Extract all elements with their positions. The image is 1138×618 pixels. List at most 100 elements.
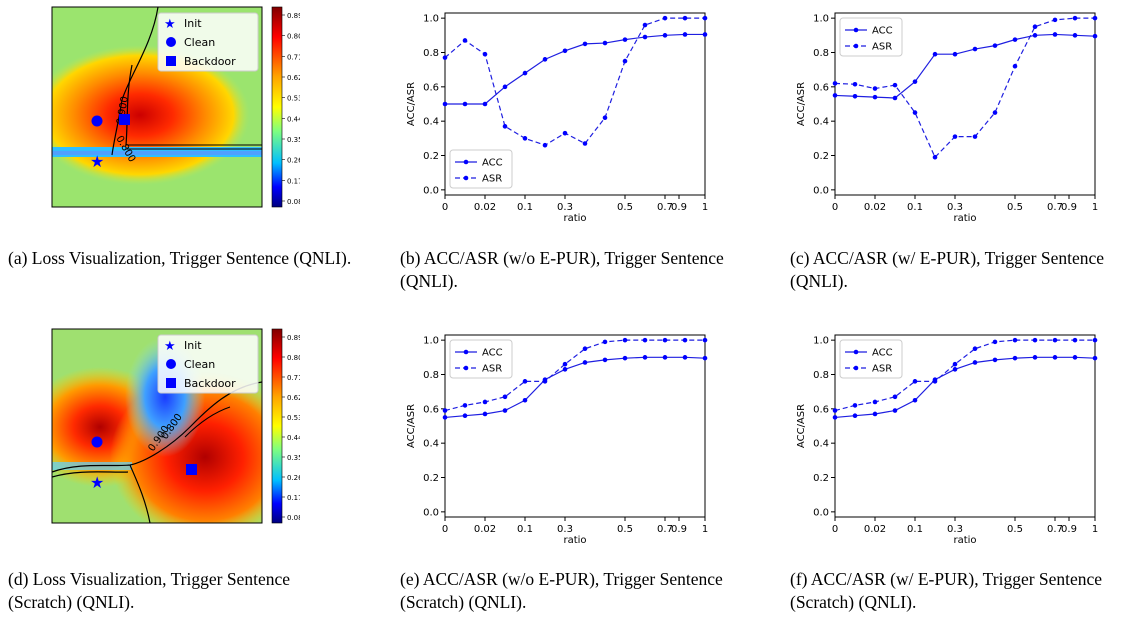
data-point-asr <box>602 115 608 121</box>
data-point-acc <box>1032 33 1038 38</box>
y-tick-label: 0.6 <box>423 404 439 415</box>
colorbar-tick-label: 0.53 <box>287 414 300 422</box>
data-point-asr <box>892 394 898 400</box>
data-point-acc <box>622 37 628 42</box>
data-point-acc <box>442 415 448 420</box>
colorbar-tick-label: 0.08 <box>287 514 300 522</box>
y-tick-label: 0.0 <box>813 185 829 196</box>
legend-backdoor: Backdoor <box>184 55 236 68</box>
y-tick-label: 0.6 <box>423 82 439 93</box>
data-point-acc <box>912 397 918 403</box>
x-tick-label: 0.3 <box>947 524 963 535</box>
data-point-acc <box>502 408 508 413</box>
x-tick-label: 0.5 <box>1007 524 1023 535</box>
data-point-asr <box>972 346 978 352</box>
x-tick-label: 1 <box>702 202 708 213</box>
colorbar-tick-label: 0.62 <box>287 74 300 82</box>
data-point-asr <box>932 379 938 384</box>
colorbar-tick-label: 0.71 <box>287 53 300 61</box>
data-point-asr <box>832 81 838 86</box>
x-tick-label: 0.02 <box>474 524 496 535</box>
data-point-asr <box>622 337 628 343</box>
data-point-asr <box>682 337 688 343</box>
data-point-acc <box>602 357 608 363</box>
series-line-acc <box>445 33 705 105</box>
colorbar-tick-label: 0.08 <box>287 198 300 206</box>
data-point-acc <box>682 355 688 360</box>
data-point-asr <box>972 134 978 139</box>
data-point-acc <box>462 101 468 107</box>
clean-marker <box>91 436 103 448</box>
data-point-asr <box>1012 337 1018 343</box>
data-point-asr <box>462 38 468 43</box>
data-point-acc <box>702 355 708 361</box>
data-point-acc <box>1072 355 1078 360</box>
init-marker: ★ <box>90 152 104 171</box>
data-point-asr <box>992 339 998 345</box>
data-point-acc <box>542 57 548 62</box>
y-axis-label: ACC/ASR <box>796 404 807 448</box>
data-point-asr <box>522 136 528 141</box>
data-point-acc <box>602 40 608 46</box>
y-tick-label: 1.0 <box>813 336 829 347</box>
y-tick-label: 0.8 <box>813 48 829 59</box>
data-point-acc <box>972 46 978 52</box>
colorbar-tick-label: 0.89 <box>287 12 300 20</box>
series-line-asr <box>834 17 1095 159</box>
data-point-asr <box>582 141 588 146</box>
data-point-acc <box>892 408 898 413</box>
data-point-acc <box>702 32 708 37</box>
x-tick-label: 1 <box>1092 202 1098 213</box>
panel-d: 0.900 0.800 ★ ★ Init Clean Backdoor 0.89… <box>40 327 303 537</box>
colorbar-tick-label: 0.17 <box>287 494 300 502</box>
svg-text:★: ★ <box>164 339 176 354</box>
colorbar-tick-label: 0.26 <box>287 474 300 482</box>
data-point-asr <box>482 399 488 405</box>
y-tick-label: 0.6 <box>813 82 829 93</box>
caption-f: (f) ACC/ASR (w/ E-PUR), Trigger Sentence… <box>790 569 1103 612</box>
series-line-asr <box>444 339 705 412</box>
plot-frame <box>444 334 706 518</box>
colorbar-tick-label: 0.62 <box>287 394 300 402</box>
y-tick-label: 0.0 <box>423 185 439 196</box>
backdoor-marker <box>186 464 197 475</box>
y-tick-label: 0.8 <box>423 48 439 59</box>
svg-text:★: ★ <box>164 17 176 32</box>
data-point-acc <box>992 43 998 48</box>
colorbar-tick-label: 0.26 <box>287 157 300 165</box>
data-point-acc <box>832 415 838 420</box>
y-tick-label: 0.2 <box>423 473 439 484</box>
data-point-acc <box>952 51 958 57</box>
data-point-asr <box>832 408 838 413</box>
data-point-asr <box>892 82 898 88</box>
data-point-acc <box>1032 355 1038 360</box>
data-point-asr <box>662 337 668 343</box>
data-point-acc <box>832 93 838 98</box>
chart-f: 0.0 0.2 0.4 0.6 0.8 1.0 0 0.02 0.1 0.3 0.5 0.70.9 1 r… <box>796 334 1098 546</box>
legend-init: Init <box>184 339 202 352</box>
data-point-asr <box>952 134 958 139</box>
data-point-acc <box>522 397 528 403</box>
data-point-acc <box>852 93 858 99</box>
data-point-acc <box>1092 355 1098 361</box>
data-point-acc <box>642 355 648 360</box>
backdoor-marker <box>119 114 130 125</box>
legend-entry: ASR <box>872 42 892 53</box>
colorbar-tick-label: 0.53 <box>287 95 300 103</box>
legend-init: Init <box>184 17 202 30</box>
loss-plot-d: 0.900 0.800 ★ ★ Init Clean Backdoor 0.89… <box>51 328 303 524</box>
data-point-asr <box>562 361 568 367</box>
legend-clean: Clean <box>184 36 215 49</box>
y-axis-label: ACC/ASR <box>406 404 417 448</box>
legend-box <box>839 17 903 57</box>
data-point-asr <box>992 110 998 115</box>
data-point-asr <box>502 124 508 129</box>
caption-a: (a) Loss Visualization, Trigger Sentence… <box>8 248 352 268</box>
data-point-asr <box>1052 17 1058 23</box>
panel-b: 0.0 0.2 0.4 0.6 0.8 1.0 0 0.02 0.1 0.3 0.5 0.7 0.9 1 r… <box>400 5 720 227</box>
y-tick-label: 0.8 <box>813 370 829 381</box>
colorbar-tick-label: 0.80 <box>287 33 300 41</box>
data-point-asr <box>852 403 858 408</box>
legend-entry: ACC <box>482 158 503 169</box>
data-point-asr <box>442 55 448 60</box>
